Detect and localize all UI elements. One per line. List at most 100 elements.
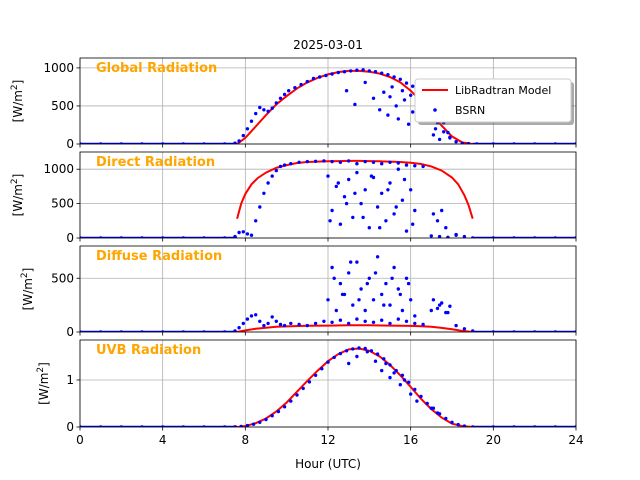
bsrn-point xyxy=(406,122,411,126)
bsrn-point xyxy=(402,177,407,182)
bsrn-point xyxy=(435,219,440,223)
y-axis-label: [W/m2] xyxy=(10,80,25,123)
bsrn-point xyxy=(454,232,458,237)
bsrn-point xyxy=(318,75,322,79)
bsrn-point xyxy=(388,363,392,367)
bsrn-point xyxy=(450,420,454,424)
bsrn-point xyxy=(340,292,345,297)
bsrn-point xyxy=(361,68,365,72)
bsrn-point xyxy=(388,160,392,164)
bsrn-point xyxy=(334,184,338,189)
panel-plot-area xyxy=(80,346,576,427)
y-tick-label: 500 xyxy=(51,99,74,113)
bsrn-point xyxy=(382,90,386,94)
bsrn-point xyxy=(437,303,442,307)
bsrn-point xyxy=(402,378,407,382)
bsrn-point xyxy=(351,347,355,351)
bsrn-point xyxy=(332,355,336,360)
y-tick-label: 1 xyxy=(66,373,74,387)
bsrn-point xyxy=(378,226,382,230)
bsrn-point xyxy=(278,322,283,327)
bsrn-point xyxy=(411,222,415,226)
bsrn-point xyxy=(411,84,415,88)
bsrn-point xyxy=(349,260,353,264)
bsrn-point xyxy=(363,319,367,323)
legend-bsrn-label: BSRN xyxy=(455,104,485,117)
bsrn-point xyxy=(357,298,361,302)
bsrn-point xyxy=(415,399,419,403)
bsrn-point xyxy=(313,373,318,377)
bsrn-point xyxy=(363,188,367,192)
bsrn-point xyxy=(456,422,460,427)
y-axis-label-superscript: 2 xyxy=(20,272,30,278)
bsrn-point xyxy=(270,174,274,178)
bsrn-point xyxy=(347,177,351,182)
panel-label: UVB Radiation xyxy=(96,343,201,358)
bsrn-point xyxy=(254,111,258,116)
bsrn-point xyxy=(347,271,351,275)
bsrn-point xyxy=(400,373,405,377)
bsrn-point xyxy=(305,323,309,328)
bsrn-point xyxy=(406,281,411,286)
bsrn-point xyxy=(245,423,250,427)
bsrn-point xyxy=(347,159,351,163)
bsrn-point xyxy=(297,322,301,327)
x-tick-label: 12 xyxy=(320,433,335,447)
bsrn-point xyxy=(444,416,448,421)
bsrn-point xyxy=(409,392,413,396)
bsrn-point xyxy=(400,89,405,93)
bsrn-point xyxy=(454,140,458,144)
bsrn-point xyxy=(448,304,452,308)
bsrn-point xyxy=(390,85,394,89)
bsrn-point xyxy=(386,73,390,77)
bsrn-point xyxy=(373,271,378,275)
bsrn-point xyxy=(404,276,409,280)
x-tick-label: 16 xyxy=(403,433,418,447)
bsrn-point xyxy=(394,368,398,373)
bsrn-point xyxy=(435,306,440,311)
bsrn-point xyxy=(241,321,245,326)
y-axis-label-bracket: ] xyxy=(11,174,25,179)
bsrn-point xyxy=(384,219,388,223)
bsrn-point xyxy=(380,318,384,322)
bsrn-point xyxy=(409,93,413,98)
bsrn-point xyxy=(278,164,283,169)
bsrn-point xyxy=(369,174,374,178)
bsrn-point xyxy=(440,208,444,213)
bsrn-point xyxy=(462,327,467,331)
bsrn-point xyxy=(305,79,309,84)
panel-label: Direct Radiation xyxy=(96,155,215,170)
bsrn-point xyxy=(446,235,450,238)
bsrn-point xyxy=(421,164,425,169)
bsrn-point xyxy=(437,137,442,142)
bsrn-point xyxy=(254,313,258,317)
panel-3: 0 500 Diffuse Radiation [W/m2] xyxy=(20,245,577,339)
bsrn-point xyxy=(462,234,467,238)
y-tick-label: 500 xyxy=(51,197,74,211)
panel-2: 0 500 1000 Direct Radiation [W/m2] xyxy=(10,151,577,245)
bsrn-point xyxy=(371,298,376,302)
bsrn-point xyxy=(326,360,330,364)
bsrn-point xyxy=(460,141,464,144)
bsrn-point xyxy=(425,401,429,406)
bsrn-point xyxy=(396,167,400,171)
bsrn-point xyxy=(413,387,417,392)
bsrn-point xyxy=(351,215,355,220)
y-axis-label-unit: [W/m xyxy=(11,184,25,216)
bsrn-point xyxy=(342,195,347,199)
bsrn-point xyxy=(347,361,351,366)
bsrn-point xyxy=(338,222,343,226)
bsrn-point xyxy=(396,117,400,121)
bsrn-point xyxy=(301,386,305,391)
bsrn-point xyxy=(419,394,423,399)
bsrn-point xyxy=(392,371,396,375)
x-tick-label: 4 xyxy=(159,433,167,447)
y-tick-label: 0 xyxy=(66,137,74,151)
legend-model-label: LibRadtran Model xyxy=(455,84,551,97)
bsrn-point xyxy=(404,163,409,167)
bsrn-point xyxy=(411,110,415,114)
bsrn-point xyxy=(388,303,392,307)
bsrn-point xyxy=(289,399,293,403)
bsrn-point xyxy=(392,265,396,270)
y-axis-label-unit: [W/m xyxy=(37,373,51,405)
